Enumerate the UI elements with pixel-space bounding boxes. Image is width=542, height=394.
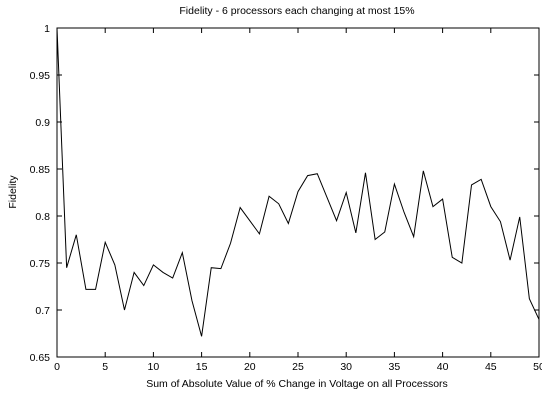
x-tick-label: 15 bbox=[196, 361, 208, 373]
y-axis-label: Fidelity bbox=[7, 175, 19, 209]
x-tick-label: 10 bbox=[148, 361, 160, 373]
plot-frame bbox=[56, 27, 540, 358]
x-tick-label: 20 bbox=[244, 361, 256, 373]
series-line bbox=[56, 27, 540, 337]
axis-tick-labels: 0 5 10 15 20 25 30 35 40 45 50 0.65 0.7 0.75 0.8 0.85 0.… bbox=[30, 23, 542, 373]
y-tick-label: 0.95 bbox=[30, 70, 51, 82]
x-tick-label: 45 bbox=[485, 361, 497, 373]
x-tick-label: 30 bbox=[340, 361, 352, 373]
data-series bbox=[56, 27, 540, 337]
chart-title: Fidelity - 6 processors each changing at… bbox=[179, 5, 414, 17]
x-axis-label: Sum of Absolute Value of % Change in Vol… bbox=[146, 378, 448, 390]
x-tick-label: 40 bbox=[437, 361, 449, 373]
y-tick-label: 1 bbox=[44, 23, 50, 35]
y-tick-label: 0.9 bbox=[35, 117, 50, 129]
y-tick-label: 0.7 bbox=[35, 305, 50, 317]
y-tick-label: 0.75 bbox=[30, 258, 51, 270]
x-tick-label: 50 bbox=[533, 361, 542, 373]
x-tick-label: 35 bbox=[389, 361, 401, 373]
x-tick-label: 0 bbox=[54, 361, 60, 373]
y-tick-label: 0.8 bbox=[35, 211, 50, 223]
x-tick-label: 5 bbox=[102, 361, 108, 373]
y-tick-label: 0.85 bbox=[30, 164, 51, 176]
y-tick-label: 0.65 bbox=[30, 352, 51, 364]
x-tick-label: 25 bbox=[292, 361, 304, 373]
